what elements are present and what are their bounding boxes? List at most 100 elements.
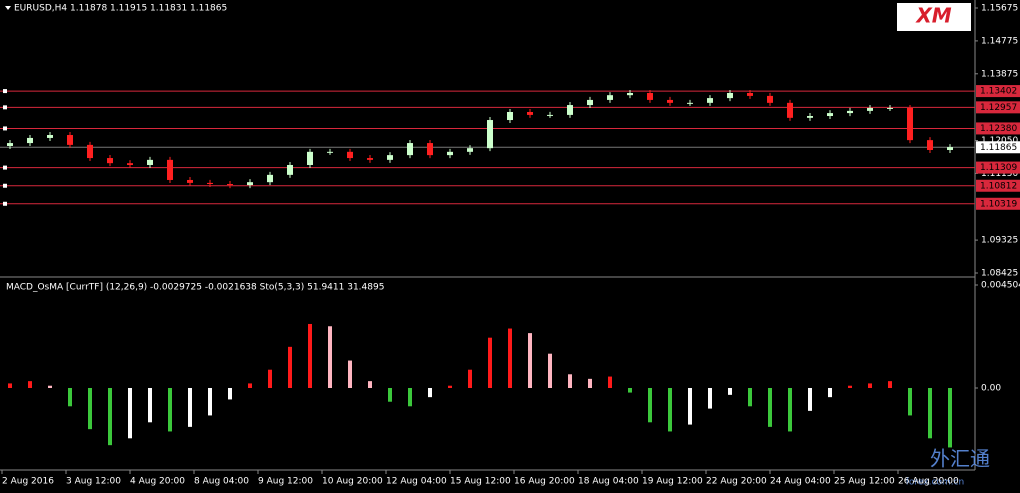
histogram-bar [468, 369, 472, 388]
chart-title: EURUSD,H4 [14, 4, 67, 14]
quote-value: 1.11831 [150, 4, 187, 14]
candle-body [687, 102, 693, 104]
histogram-bar [388, 387, 392, 402]
histogram-bar [128, 387, 132, 439]
candle-body [187, 179, 193, 183]
x-tick-label: 2 Aug 2016 [2, 477, 54, 487]
histogram-bar [68, 387, 72, 407]
x-tick-label: 4 Aug 20:00 [130, 477, 185, 487]
candle-body [867, 107, 873, 111]
histogram-bar [328, 326, 332, 388]
histogram-bar [428, 387, 432, 398]
y-tick-label: 1.13875 [981, 69, 1018, 79]
candle-body [47, 135, 53, 138]
y-tick-label: 1.08425 [981, 269, 1018, 279]
candle-body [847, 110, 853, 114]
histogram-bar [748, 387, 752, 407]
histogram-bar [688, 387, 692, 425]
histogram-bar [768, 387, 772, 427]
x-tick-label: 9 Aug 12:00 [258, 477, 313, 487]
candle-body [227, 183, 233, 186]
level-label-box [976, 85, 1020, 98]
histogram-bar [28, 381, 32, 388]
histogram-bar [508, 328, 512, 388]
watermark: 外汇通 [930, 447, 990, 471]
x-tick-label: 25 Aug 12:00 [834, 477, 895, 487]
histogram-bar [668, 387, 672, 432]
level-marker [3, 183, 7, 188]
logo: XM [914, 4, 951, 28]
x-tick-label: 16 Aug 20:00 [514, 477, 575, 487]
level-label: 1.11309 [980, 163, 1017, 173]
level-marker [3, 126, 7, 131]
histogram-bar [908, 387, 912, 416]
histogram-bar [108, 387, 112, 446]
histogram-bar [848, 385, 852, 388]
candle-body [747, 92, 753, 96]
candle-body [507, 111, 513, 121]
histogram-bar [828, 387, 832, 398]
candle-body [447, 151, 453, 156]
y-tick-label: 1.11150 [981, 169, 1018, 179]
histogram-bar [208, 387, 212, 416]
x-tick-label: 3 Aug 12:00 [66, 477, 121, 487]
candle-body [87, 144, 93, 159]
candle-body [207, 182, 213, 184]
histogram-bar [308, 323, 312, 388]
histogram-bar [888, 381, 892, 388]
x-tick-label: 10 Aug 20:00 [322, 477, 383, 487]
histogram-bar [48, 385, 52, 388]
candle-body [267, 174, 273, 183]
histogram-bar [448, 385, 452, 388]
candle-body [27, 137, 33, 144]
logo-box [897, 3, 971, 31]
candle-body [407, 143, 413, 156]
candle-body [787, 102, 793, 118]
histogram-bar [788, 387, 792, 432]
histogram-bar [188, 387, 192, 427]
candle-body [767, 95, 773, 103]
y-tick-label: 0.004504 [981, 281, 1020, 291]
y-tick-label: 1.09325 [981, 236, 1018, 246]
level-label-box [976, 101, 1020, 114]
x-tick-label: 12 Aug 04:00 [386, 477, 447, 487]
level-marker [3, 89, 7, 94]
histogram-bar [348, 360, 352, 388]
quote-value: 1.11878 [70, 4, 107, 14]
quote-value: 1.11915 [110, 4, 147, 14]
level-label-box [976, 179, 1020, 192]
candle-body [827, 113, 833, 117]
candle-body [887, 107, 893, 109]
histogram-bar [168, 387, 172, 432]
candle-body [307, 151, 313, 165]
x-tick-label: 19 Aug 12:00 [642, 477, 703, 487]
candle-body [947, 147, 953, 151]
level-label: 1.12957 [980, 103, 1017, 113]
x-tick-label: 24 Aug 04:00 [770, 477, 831, 487]
level-label-box [976, 197, 1020, 210]
histogram-bar [8, 383, 12, 388]
histogram-bar [288, 346, 292, 388]
x-tick-label: 26 Aug 20:00 [898, 477, 959, 487]
histogram-bar [728, 387, 732, 395]
histogram-bar [408, 387, 412, 407]
candle-body [107, 158, 113, 164]
x-tick-label: 18 Aug 04:00 [578, 477, 639, 487]
candle-body [487, 120, 493, 149]
histogram-bar [488, 337, 492, 388]
histogram-bar [708, 387, 712, 409]
level-label-box [976, 161, 1020, 174]
histogram-bar [248, 383, 252, 388]
candle-body [727, 92, 733, 99]
level-label: 1.12380 [980, 124, 1017, 134]
y-tick-label: 1.14775 [981, 36, 1018, 46]
candle-body [7, 143, 13, 146]
candle-body [667, 99, 673, 103]
histogram-bar [548, 353, 552, 388]
level-label: 1.13402 [980, 87, 1017, 97]
candle-body [587, 99, 593, 106]
candle-body [127, 163, 133, 165]
